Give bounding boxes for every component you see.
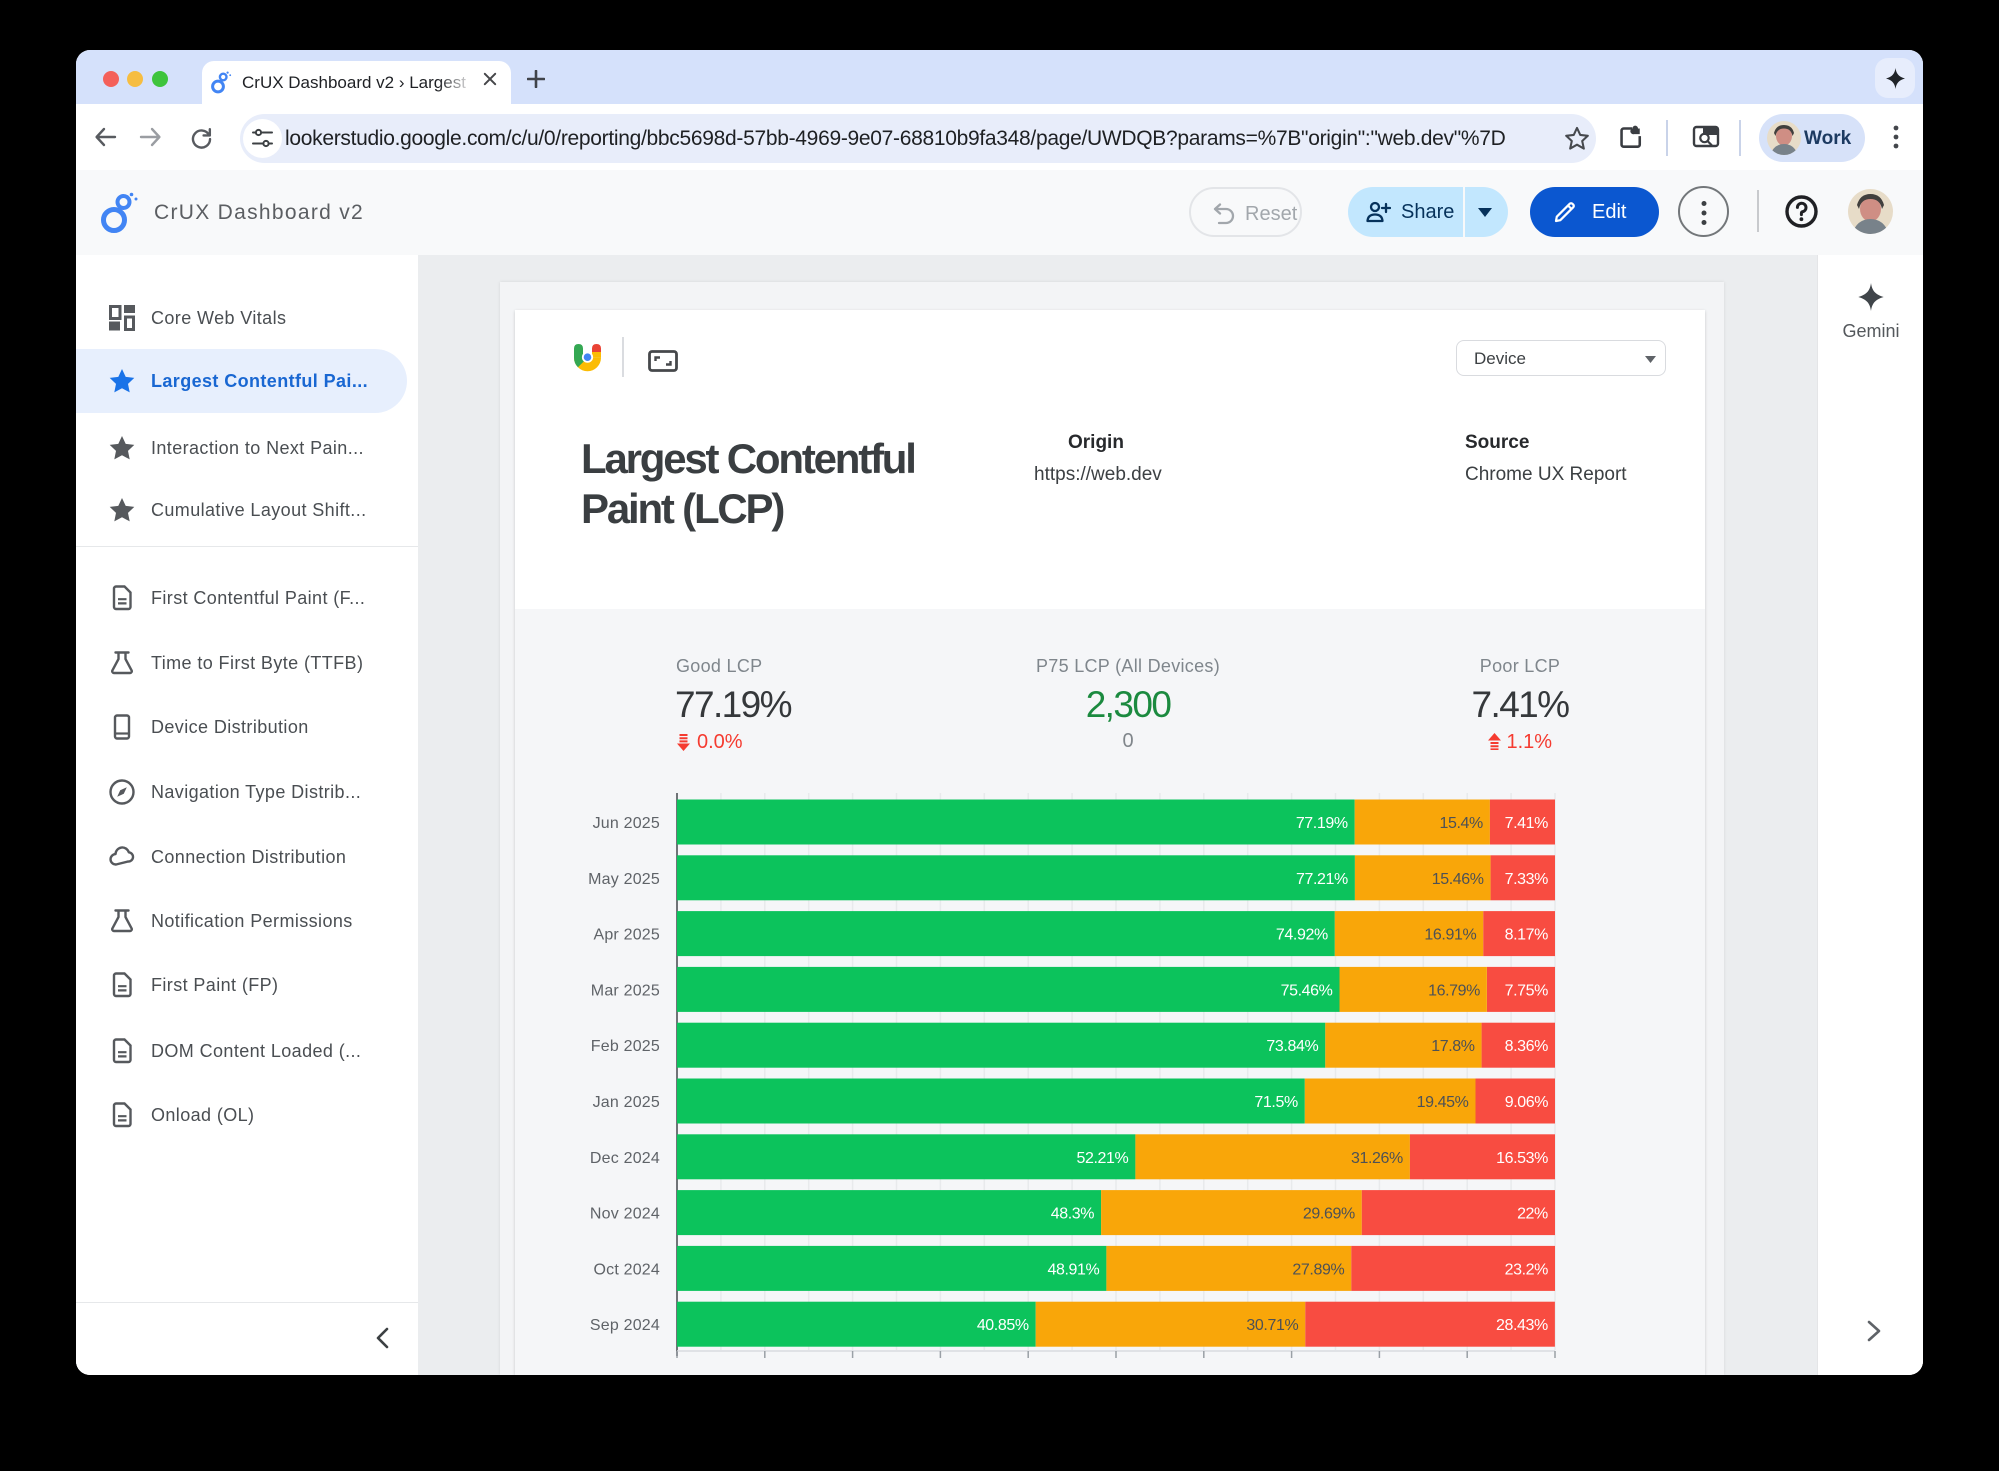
svg-text:80%: 80%	[1363, 1373, 1395, 1375]
svg-text:16.79%: 16.79%	[1428, 982, 1480, 999]
svg-text:29.69%: 29.69%	[1303, 1206, 1355, 1223]
svg-text:77.21%: 77.21%	[1296, 871, 1348, 888]
svg-text:52.21%: 52.21%	[1077, 1150, 1129, 1167]
svg-text:70%: 70%	[1276, 1373, 1308, 1375]
svg-text:75.46%: 75.46%	[1281, 982, 1333, 999]
svg-text:16.91%: 16.91%	[1424, 927, 1476, 944]
svg-text:17.8%: 17.8%	[1431, 1038, 1475, 1055]
svg-text:30%: 30%	[924, 1373, 956, 1375]
svg-text:50%: 50%	[1100, 1373, 1132, 1375]
svg-text:9.06%: 9.06%	[1505, 1094, 1549, 1111]
svg-text:28.43%: 28.43%	[1496, 1317, 1548, 1334]
svg-text:Sep 2024: Sep 2024	[590, 1317, 660, 1334]
svg-text:40.85%: 40.85%	[977, 1317, 1029, 1334]
svg-text:15.46%: 15.46%	[1432, 871, 1484, 888]
svg-text:Jan 2025: Jan 2025	[593, 1094, 660, 1111]
svg-text:Mar 2025: Mar 2025	[591, 982, 660, 999]
svg-text:15.4%: 15.4%	[1440, 815, 1484, 832]
svg-text:0%: 0%	[665, 1373, 688, 1375]
svg-text:19.45%: 19.45%	[1417, 1094, 1469, 1111]
svg-text:Apr 2025: Apr 2025	[593, 927, 660, 944]
svg-text:22%: 22%	[1517, 1206, 1548, 1223]
svg-text:8.17%: 8.17%	[1505, 927, 1549, 944]
svg-text:48.91%: 48.91%	[1048, 1261, 1100, 1278]
svg-text:8.36%: 8.36%	[1505, 1038, 1549, 1055]
svg-text:77.19%: 77.19%	[1296, 815, 1348, 832]
svg-text:71.5%: 71.5%	[1254, 1094, 1298, 1111]
svg-text:16.53%: 16.53%	[1496, 1150, 1548, 1167]
svg-text:Oct 2024: Oct 2024	[593, 1261, 660, 1278]
svg-text:73.84%: 73.84%	[1266, 1038, 1318, 1055]
svg-text:60%: 60%	[1188, 1373, 1220, 1375]
svg-text:90%: 90%	[1451, 1373, 1483, 1375]
svg-text:7.41%: 7.41%	[1505, 815, 1549, 832]
svg-text:Feb 2025: Feb 2025	[591, 1038, 660, 1055]
svg-text:23.2%: 23.2%	[1505, 1261, 1549, 1278]
svg-text:48.3%: 48.3%	[1051, 1206, 1095, 1223]
svg-text:7.33%: 7.33%	[1505, 871, 1549, 888]
svg-text:Nov 2024: Nov 2024	[590, 1206, 660, 1223]
svg-text:30.71%: 30.71%	[1246, 1317, 1298, 1334]
svg-text:Dec 2024: Dec 2024	[590, 1150, 660, 1167]
svg-text:20%: 20%	[837, 1373, 869, 1375]
svg-text:100%: 100%	[1535, 1373, 1576, 1375]
svg-text:Jun 2025: Jun 2025	[593, 815, 660, 832]
svg-text:27.89%: 27.89%	[1292, 1261, 1344, 1278]
svg-text:10%: 10%	[749, 1373, 781, 1375]
svg-text:74.92%: 74.92%	[1276, 927, 1328, 944]
svg-text:31.26%: 31.26%	[1351, 1150, 1403, 1167]
svg-text:May 2025: May 2025	[588, 871, 660, 888]
svg-text:7.75%: 7.75%	[1505, 982, 1549, 999]
svg-text:40%: 40%	[1012, 1373, 1044, 1375]
